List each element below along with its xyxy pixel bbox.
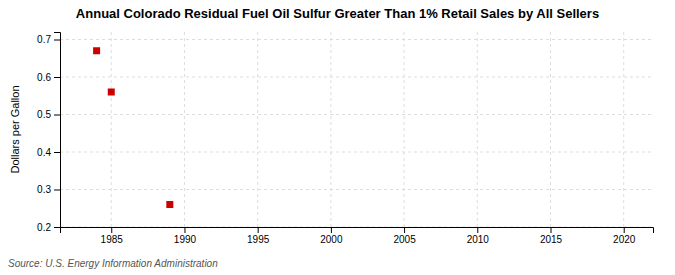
tick-label: 1985 [101,234,124,245]
tick: 0.6 [37,72,60,83]
source: Source: U.S. Energy Information Administ… [8,258,218,269]
tick-label: 1995 [247,234,270,245]
tick-label: 2010 [467,234,490,245]
point [108,89,115,96]
tick-label: 0.4 [37,147,51,158]
tick-mark [477,227,478,233]
grid-line-y [60,189,653,190]
tick: 0.7 [37,34,60,45]
tick: 1995 [247,227,270,245]
axis-line [61,228,654,234]
axis-line [54,33,61,228]
tick-label: 2020 [613,234,636,245]
grid-line-y [60,77,653,78]
tick: 1990 [174,227,197,245]
y-axis-label: Dollars per Gallon [9,85,21,173]
tick: 0.2 [37,222,60,233]
tick: 1985 [101,227,124,245]
tick-label: 0.5 [37,109,51,120]
tick-label: 0.3 [37,184,51,195]
grid-line-y [60,39,653,40]
tick-mark [258,227,259,233]
tick-label: 2005 [393,234,416,245]
tick-mark [54,190,60,191]
tick-label: 0.7 [37,34,51,45]
tick-mark [331,227,332,233]
y-axis: 0.2 0.3 0.4 0.5 0.6 0.7 [37,33,60,233]
point [93,47,100,54]
tick-label: 1990 [174,234,197,245]
tick: 2010 [467,227,490,245]
tick-label: 2000 [320,234,343,245]
grid-line-y [60,114,653,115]
grid-line-x [111,32,112,227]
tick-mark [624,227,625,233]
point [166,201,173,208]
tick-mark [184,227,185,233]
tick: 0.4 [37,147,60,158]
title: Annual Colorado Residual Fuel Oil Sulfur… [76,6,599,21]
grid-line-x [330,32,331,227]
grid-line-x [623,32,624,227]
points [93,47,173,208]
grid-line-x [257,32,258,227]
plot-area: 198519901995200020052010201520200.20.30.… [37,32,653,245]
tick-mark [551,227,552,233]
tick: 2000 [320,227,343,245]
tick-label: 0.2 [37,222,51,233]
tick-label: 0.6 [37,72,51,83]
tick-mark [111,227,112,233]
grid-line-x [184,32,185,227]
tick: 2015 [540,227,563,245]
tick-mark [54,227,60,228]
tick-mark [54,40,60,41]
tick-mark [404,227,405,233]
tick: 0.5 [37,109,60,120]
x-axis: 1985 1990 1995 2000 2005 2010 2015 2020 [61,227,654,245]
tick-mark [54,77,60,78]
tick: 2020 [613,227,636,245]
grid-line-x [550,32,551,227]
grid [60,32,653,227]
tick-mark [54,115,60,116]
tick: 0.3 [37,184,60,195]
tick-mark [54,152,60,153]
tick-label: 2015 [540,234,563,245]
grid-line-x [477,32,478,227]
grid-line-y [60,152,653,153]
chart: 198519901995200020052010201520200.20.30.… [0,0,675,275]
grid-line-x [404,32,405,227]
tick: 2005 [393,227,416,245]
